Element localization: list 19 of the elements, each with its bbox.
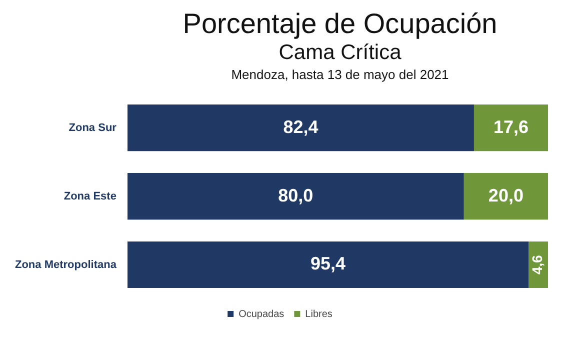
text: Mendoza, hasta 13 de mayo del 2021	[230, 66, 450, 84]
legend-label: Ocupadas	[238, 308, 284, 320]
chart-subtitle: Cama Crítica	[278, 40, 402, 66]
bar	[127, 241, 529, 288]
data-label: 17,6	[493, 116, 529, 137]
legend-label: Libres	[305, 308, 332, 320]
chart-title: Porcentaje de Ocupación	[182, 8, 498, 40]
bar	[127, 173, 464, 220]
bar	[464, 173, 548, 220]
data-label: 82,4	[283, 116, 318, 137]
y-tick-label: Zona Metropolitana	[14, 258, 118, 271]
data-label: 4,6	[529, 254, 546, 274]
y-tick-label: Zona Este	[64, 190, 116, 202]
y-tick-label: Zona Sur	[68, 122, 118, 134]
data-label: 20,0	[488, 185, 524, 206]
bar	[127, 104, 474, 152]
data-label: 80,0	[278, 185, 314, 206]
bar	[474, 104, 548, 152]
data-label: 95,4	[310, 254, 346, 274]
